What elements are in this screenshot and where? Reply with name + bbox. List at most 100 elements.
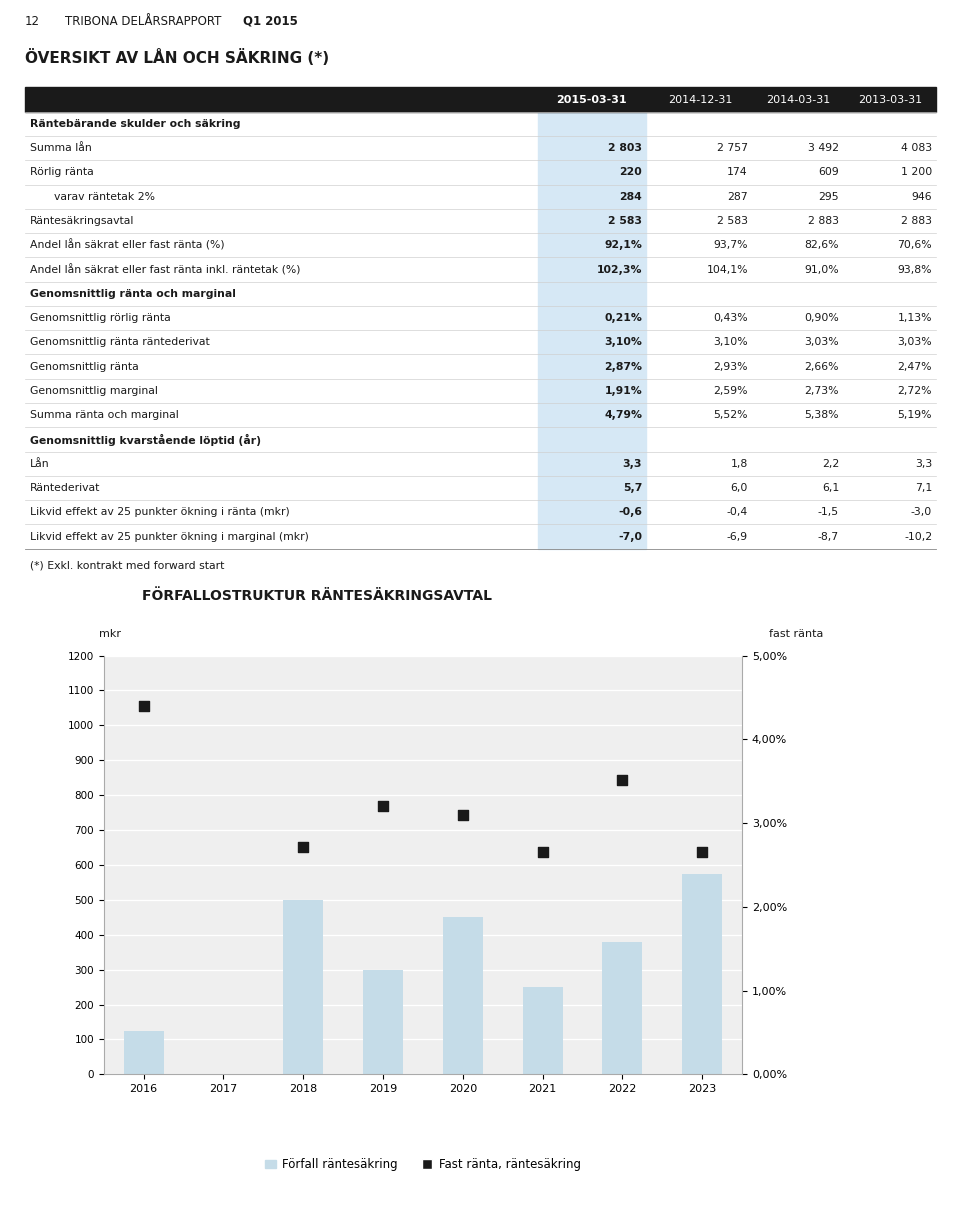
Text: 174: 174: [728, 168, 748, 177]
Text: 2,59%: 2,59%: [713, 386, 748, 396]
Text: -7,0: -7,0: [618, 532, 642, 541]
Text: 946: 946: [912, 192, 932, 202]
Text: Likvid effekt av 25 punkter ökning i marginal (mkr): Likvid effekt av 25 punkter ökning i mar…: [30, 532, 308, 541]
Text: Likvid effekt av 25 punkter ökning i ränta (mkr): Likvid effekt av 25 punkter ökning i rän…: [30, 507, 290, 517]
Text: 2,72%: 2,72%: [898, 386, 932, 396]
Text: 2,93%: 2,93%: [713, 362, 748, 371]
Point: [535, 843, 550, 862]
Text: 2 883: 2 883: [808, 216, 839, 226]
Text: 609: 609: [818, 168, 839, 177]
Text: TRIBONA DELÅRSRAPPORT: TRIBONA DELÅRSRAPPORT: [65, 15, 229, 28]
Text: 3,3: 3,3: [915, 459, 932, 469]
Text: 2014-03-31: 2014-03-31: [766, 95, 830, 104]
Text: Räntebärande skulder och säkring: Räntebärande skulder och säkring: [30, 119, 240, 129]
Text: Genomsnittlig ränta räntederivat: Genomsnittlig ränta räntederivat: [30, 337, 209, 347]
Legend: Förfall räntesäkring, Fast ränta, räntesäkring: Förfall räntesäkring, Fast ränta, räntes…: [260, 1153, 586, 1176]
Text: mkr: mkr: [99, 629, 121, 639]
Text: 104,1%: 104,1%: [707, 265, 748, 274]
Text: 1,91%: 1,91%: [605, 386, 642, 396]
Text: -1,5: -1,5: [818, 507, 839, 517]
Text: 2,87%: 2,87%: [604, 362, 642, 371]
Point: [455, 805, 470, 824]
Text: 2,73%: 2,73%: [804, 386, 839, 396]
Text: 93,7%: 93,7%: [713, 240, 748, 250]
Point: [694, 843, 709, 862]
Text: 2014-12-31: 2014-12-31: [667, 95, 732, 104]
Point: [614, 770, 630, 789]
Bar: [283, 900, 324, 1074]
Text: Q1 2015: Q1 2015: [243, 15, 298, 28]
Text: 3,10%: 3,10%: [713, 337, 748, 347]
Text: 0,21%: 0,21%: [605, 313, 642, 323]
Text: Genomsnittlig marginal: Genomsnittlig marginal: [30, 386, 157, 396]
Text: -3,0: -3,0: [911, 507, 932, 517]
Text: 2 583: 2 583: [609, 216, 642, 226]
Text: Summa ränta och marginal: Summa ränta och marginal: [30, 410, 179, 420]
Point: [375, 796, 391, 816]
Text: 6,1: 6,1: [822, 483, 839, 493]
Text: 2015-03-31: 2015-03-31: [557, 95, 627, 104]
Text: 5,38%: 5,38%: [804, 410, 839, 420]
Text: 2 803: 2 803: [609, 143, 642, 153]
Text: 93,8%: 93,8%: [898, 265, 932, 274]
Text: Räntederivat: Räntederivat: [30, 483, 100, 493]
Point: [136, 696, 152, 715]
Text: 4,79%: 4,79%: [604, 410, 642, 420]
Text: Andel lån säkrat eller fast ränta inkl. räntetak (%): Andel lån säkrat eller fast ränta inkl. …: [30, 263, 300, 276]
Bar: [443, 918, 483, 1074]
Text: 0,43%: 0,43%: [713, 313, 748, 323]
Text: 102,3%: 102,3%: [597, 265, 642, 274]
Bar: [603, 942, 642, 1074]
Text: Räntesäkringsavtal: Räntesäkringsavtal: [30, 216, 134, 226]
Text: 2 583: 2 583: [717, 216, 748, 226]
Text: 3,03%: 3,03%: [898, 337, 932, 347]
Text: 6,0: 6,0: [731, 483, 748, 493]
Text: 2,2: 2,2: [822, 459, 839, 469]
Text: (*) Exkl. kontrakt med forward start: (*) Exkl. kontrakt med forward start: [30, 561, 224, 571]
Text: Genomsnittlig rörlig ränta: Genomsnittlig rörlig ränta: [30, 313, 171, 323]
Text: 1,8: 1,8: [731, 459, 748, 469]
Text: -0,6: -0,6: [618, 507, 642, 517]
Text: 220: 220: [619, 168, 642, 177]
Text: fast ränta: fast ränta: [769, 629, 824, 639]
Text: Andel lån säkrat eller fast ränta (%): Andel lån säkrat eller fast ränta (%): [30, 239, 225, 251]
Text: 1,13%: 1,13%: [898, 313, 932, 323]
Text: 82,6%: 82,6%: [804, 240, 839, 250]
Point: [296, 836, 311, 856]
Text: 5,52%: 5,52%: [713, 410, 748, 420]
Text: 1 200: 1 200: [900, 168, 932, 177]
Text: 2 883: 2 883: [901, 216, 932, 226]
Text: -8,7: -8,7: [818, 532, 839, 541]
Bar: [683, 874, 722, 1074]
Text: FÖRFALLOSTRUKTUR RÄNTESÄKRINGSAVTAL: FÖRFALLOSTRUKTUR RÄNTESÄKRINGSAVTAL: [142, 589, 492, 603]
Text: Rörlig ränta: Rörlig ränta: [30, 168, 93, 177]
Text: Genomsnittlig ränta och marginal: Genomsnittlig ränta och marginal: [30, 289, 235, 299]
Text: 7,1: 7,1: [915, 483, 932, 493]
Text: 70,6%: 70,6%: [898, 240, 932, 250]
Text: 2 757: 2 757: [717, 143, 748, 153]
Text: varav räntetak 2%: varav räntetak 2%: [54, 192, 155, 202]
Text: 4 083: 4 083: [901, 143, 932, 153]
Text: -10,2: -10,2: [904, 532, 932, 541]
Text: Genomsnittlig ränta: Genomsnittlig ränta: [30, 362, 138, 371]
Text: 2,47%: 2,47%: [898, 362, 932, 371]
Text: 5,19%: 5,19%: [898, 410, 932, 420]
Text: 3 492: 3 492: [808, 143, 839, 153]
Text: 5,7: 5,7: [623, 483, 642, 493]
Text: 91,0%: 91,0%: [804, 265, 839, 274]
Text: 287: 287: [728, 192, 748, 202]
Text: 284: 284: [619, 192, 642, 202]
Text: 92,1%: 92,1%: [605, 240, 642, 250]
Text: 0,90%: 0,90%: [804, 313, 839, 323]
Text: Summa lån: Summa lån: [30, 143, 91, 153]
Text: Lån: Lån: [30, 459, 49, 469]
Text: 3,3: 3,3: [623, 459, 642, 469]
Text: 3,03%: 3,03%: [804, 337, 839, 347]
Text: ÖVERSIKT AV LÅN OCH SÄKRING (*): ÖVERSIKT AV LÅN OCH SÄKRING (*): [25, 49, 329, 66]
Bar: [363, 970, 403, 1074]
Text: 12: 12: [25, 15, 40, 28]
Text: -0,4: -0,4: [727, 507, 748, 517]
Bar: [124, 1031, 163, 1074]
Text: Genomsnittlig kvarstående löptid (år): Genomsnittlig kvarstående löptid (år): [30, 433, 261, 446]
Text: 295: 295: [819, 192, 839, 202]
